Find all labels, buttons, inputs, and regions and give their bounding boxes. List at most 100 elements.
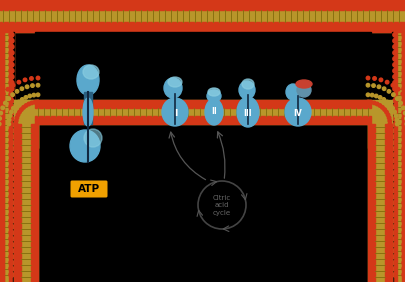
Ellipse shape (101, 102, 106, 106)
Ellipse shape (30, 101, 34, 105)
Ellipse shape (137, 102, 142, 106)
Ellipse shape (377, 96, 381, 99)
Ellipse shape (305, 102, 309, 106)
Ellipse shape (401, 135, 405, 139)
Ellipse shape (369, 275, 373, 279)
Ellipse shape (0, 273, 4, 277)
Ellipse shape (395, 87, 399, 91)
Ellipse shape (10, 153, 14, 157)
Ellipse shape (0, 182, 4, 187)
Ellipse shape (149, 118, 153, 122)
Ellipse shape (10, 110, 13, 114)
Bar (0, 32, 13, 282)
Ellipse shape (9, 213, 13, 217)
Ellipse shape (366, 3, 370, 7)
Ellipse shape (198, 3, 202, 7)
Ellipse shape (0, 45, 4, 49)
Ellipse shape (84, 129, 102, 147)
Ellipse shape (207, 88, 220, 96)
Ellipse shape (174, 25, 179, 29)
Text: IV: IV (293, 109, 302, 118)
Ellipse shape (369, 167, 373, 171)
Ellipse shape (392, 248, 396, 253)
Ellipse shape (377, 104, 381, 107)
Ellipse shape (392, 50, 396, 55)
Ellipse shape (11, 93, 14, 96)
Ellipse shape (296, 83, 310, 97)
Ellipse shape (10, 237, 14, 241)
Ellipse shape (276, 25, 280, 29)
Ellipse shape (300, 3, 304, 7)
Ellipse shape (385, 160, 390, 165)
Ellipse shape (387, 119, 390, 123)
Ellipse shape (392, 177, 396, 181)
Ellipse shape (392, 140, 396, 145)
Ellipse shape (19, 108, 23, 111)
Ellipse shape (401, 177, 405, 181)
Ellipse shape (0, 50, 4, 55)
Ellipse shape (336, 25, 340, 29)
Ellipse shape (0, 117, 1, 120)
Ellipse shape (401, 195, 405, 199)
Ellipse shape (0, 237, 4, 241)
Ellipse shape (257, 118, 261, 122)
Ellipse shape (392, 231, 396, 235)
Ellipse shape (10, 201, 14, 205)
Ellipse shape (143, 102, 148, 106)
Ellipse shape (207, 90, 220, 102)
Ellipse shape (384, 100, 388, 104)
Ellipse shape (392, 110, 395, 114)
Ellipse shape (318, 3, 322, 7)
Ellipse shape (348, 3, 352, 7)
Ellipse shape (392, 243, 396, 247)
Ellipse shape (401, 237, 405, 241)
Ellipse shape (9, 147, 13, 151)
Ellipse shape (9, 123, 13, 127)
Ellipse shape (15, 251, 20, 255)
Ellipse shape (401, 39, 405, 43)
Ellipse shape (237, 97, 258, 127)
Ellipse shape (168, 77, 181, 87)
Ellipse shape (366, 25, 370, 29)
Ellipse shape (31, 84, 34, 87)
Ellipse shape (49, 25, 53, 29)
Ellipse shape (32, 226, 36, 231)
Bar (35, 32, 370, 100)
Ellipse shape (252, 25, 256, 29)
Ellipse shape (392, 99, 396, 103)
Ellipse shape (0, 248, 4, 253)
Ellipse shape (102, 25, 107, 29)
Ellipse shape (239, 81, 254, 99)
Ellipse shape (162, 3, 166, 7)
Text: III: III (243, 109, 252, 118)
Ellipse shape (32, 131, 36, 135)
Ellipse shape (311, 102, 315, 106)
Ellipse shape (9, 195, 13, 199)
Ellipse shape (401, 153, 405, 157)
Ellipse shape (404, 97, 405, 101)
FancyBboxPatch shape (70, 180, 107, 197)
Ellipse shape (9, 248, 13, 253)
Ellipse shape (83, 118, 88, 122)
Ellipse shape (174, 3, 179, 7)
Ellipse shape (392, 201, 396, 205)
Ellipse shape (251, 102, 256, 106)
Ellipse shape (311, 118, 315, 122)
Ellipse shape (10, 69, 14, 73)
Ellipse shape (369, 226, 373, 231)
Ellipse shape (10, 50, 14, 55)
Ellipse shape (246, 25, 250, 29)
Ellipse shape (10, 81, 14, 85)
Ellipse shape (245, 102, 249, 106)
Ellipse shape (102, 3, 107, 7)
Bar (14, 124, 38, 282)
Bar (35, 100, 370, 108)
Ellipse shape (15, 221, 20, 225)
Bar (391, 32, 392, 282)
Ellipse shape (9, 57, 13, 61)
Ellipse shape (385, 239, 390, 243)
Ellipse shape (0, 57, 4, 61)
Ellipse shape (47, 102, 52, 106)
Ellipse shape (401, 129, 405, 133)
Ellipse shape (49, 3, 53, 7)
